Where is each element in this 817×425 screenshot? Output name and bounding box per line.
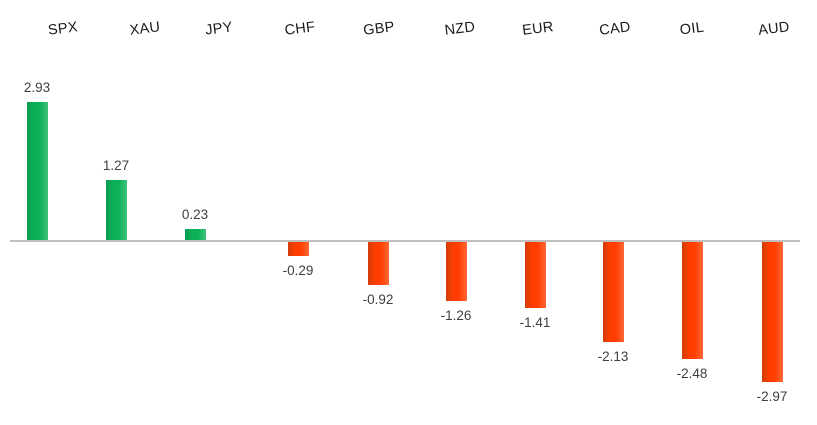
value-label-gbp: -0.92 [362,292,394,307]
bar-nzd [446,242,467,301]
bar-aud [762,242,783,382]
bar-oil [682,242,703,359]
bar-cad [603,242,624,342]
value-label-cad: -2.13 [597,349,629,364]
bar-jpy [185,229,206,240]
value-label-nzd: -1.26 [440,308,472,323]
category-label-aud: AUD [757,19,791,39]
bar-gbp [368,242,389,285]
value-label-aud: -2.97 [756,389,788,404]
value-label-oil: -2.48 [676,366,708,381]
value-label-xau: 1.27 [102,158,130,173]
category-label-nzd: NZD [443,19,477,39]
category-label-spx: SPX [47,19,79,39]
value-label-jpy: 0.23 [181,207,209,222]
bar-spx [27,102,48,240]
value-label-chf: -0.29 [282,263,314,278]
value-label-spx: 2.93 [23,80,51,95]
bar-chf [288,242,309,256]
bar-xau [106,180,127,240]
value-label-eur: -1.41 [519,315,551,330]
category-label-cad: CAD [598,19,632,39]
category-label-eur: EUR [521,19,555,39]
x-axis-zero-line [10,240,800,242]
category-label-oil: OIL [678,19,706,39]
category-label-gbp: GBP [362,19,396,39]
category-label-chf: CHF [283,19,317,39]
category-label-jpy: JPY [204,19,234,39]
bar-eur [525,242,546,308]
category-label-xau: XAU [128,19,162,39]
